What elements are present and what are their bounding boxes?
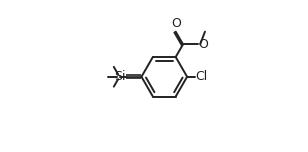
Text: O: O [171, 17, 180, 30]
Text: O: O [198, 38, 208, 51]
Text: Si: Si [114, 70, 125, 83]
Text: Cl: Cl [196, 70, 208, 83]
